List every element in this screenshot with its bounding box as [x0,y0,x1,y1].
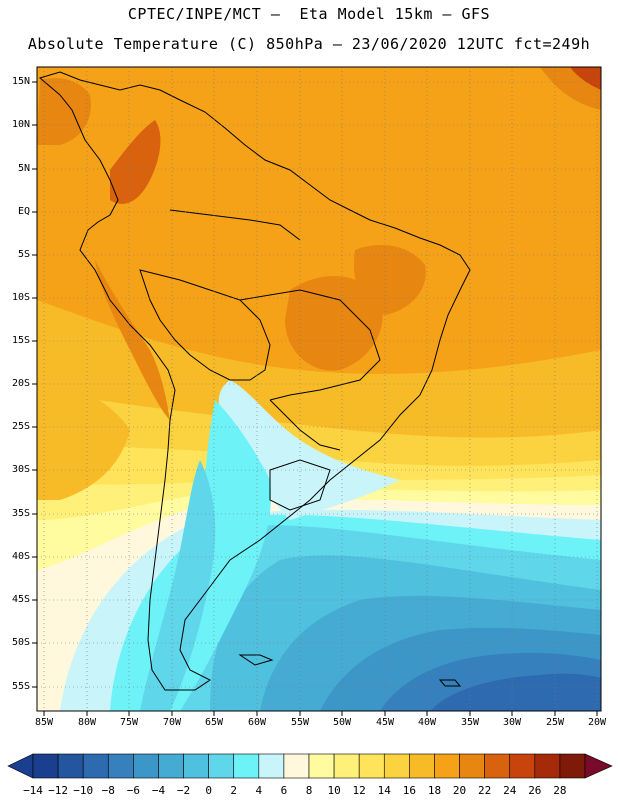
lat-label: 30S [11,464,30,475]
colorbar-swatch [333,753,360,779]
lat-label: 15S [11,335,30,346]
colorbar-swatch [434,753,460,779]
colorbar-swatch [82,753,109,779]
colorbar-label: 22 [478,784,492,797]
colorbar-label: −8 [101,784,115,797]
lat-label: 10N [11,119,30,130]
map-frame [36,66,602,712]
lat-label: EQ [17,206,30,217]
colorbar-label: 14 [377,784,391,797]
axis-ticks [32,81,598,716]
colorbar-swatch [258,753,285,779]
colorbar-label: 28 [553,784,567,797]
colorbar-label: −6 [126,784,140,797]
lat-label: 10S [11,292,30,303]
colorbar-min-arrow [7,753,34,779]
lat-label: 45S [11,594,30,605]
colorbar-swatch [32,753,59,779]
colorbar-label: −10 [73,784,94,797]
lon-label: 85W [34,717,54,728]
colorbar-swatch [358,753,385,779]
lat-label: 40S [11,551,30,562]
colorbar-label: 18 [427,784,442,797]
colorbar-label: 6 [280,784,288,797]
colorbar-label: 10 [327,784,341,797]
colorbar-label: 8 [305,784,313,797]
lat-label: 55S [11,681,30,692]
lon-label: 70W [162,717,182,728]
colorbar-swatch [283,753,310,779]
lon-label: 40W [417,717,437,728]
colorbar-swatch [57,753,84,779]
lon-label: 25W [545,717,565,728]
lon-label: 35W [460,717,480,728]
colorbar-label: −4 [151,784,166,797]
colorbar-max-arrow [584,753,613,779]
graticule [37,67,601,711]
colorbar-label: −12 [48,784,69,797]
colorbar-swatch [158,753,184,779]
lon-label: 50W [332,717,352,728]
colorbar-swatch [208,753,235,779]
colorbar-swatch [183,753,209,779]
lon-label: 75W [119,717,139,728]
lon-label: 55W [290,717,310,728]
colorbar-swatch [509,753,536,779]
colorbar-label: 16 [402,784,416,797]
lon-label: 60W [247,717,267,728]
colorbar-label: 2 [230,784,238,797]
lat-label: 15N [11,76,30,87]
colorbar-swatch [484,753,511,779]
lon-label: 80W [77,717,97,728]
colorbar-label: −14 [23,784,43,797]
lon-label: 65W [204,717,224,728]
colorbar-label: −2 [176,784,191,797]
colorbar-label: 12 [352,784,366,797]
chart-subtitle: Absolute Temperature (C) 850hPa – 23/06/… [27,35,591,53]
colorbar-swatch [133,753,159,779]
colorbar-label: 26 [528,784,542,797]
colorbar-swatch [409,753,435,779]
chart-title: CPTEC/INPE/MCT – Eta Model 15km – GFS [127,5,491,23]
lat-label: 50S [11,637,30,648]
colorbar-swatch [308,753,335,779]
lat-label: 20S [11,378,30,389]
colorbar-swatch [233,753,260,779]
colorbar-swatch [534,753,561,779]
colorbar-swatch [107,753,134,779]
colorbar-swatch [559,753,586,779]
lat-label: 5S [17,249,30,260]
colorbar [7,753,613,779]
colorbar-swatch [459,753,485,779]
colorbar-label: 24 [503,784,517,797]
temperature-field [37,67,601,711]
lat-label: 35S [11,508,30,519]
colorbar-label: 20 [452,784,467,797]
colorbar-label: 0 [205,784,212,797]
country-borders [38,71,471,691]
colorbar-swatch [383,753,410,779]
lon-label: 45W [375,717,395,728]
colorbar-label: 4 [255,784,263,797]
lat-label: 5N [17,163,30,174]
lon-label: 20W [587,717,607,728]
lon-label: 30W [502,717,522,728]
lat-label: 25S [11,421,30,432]
